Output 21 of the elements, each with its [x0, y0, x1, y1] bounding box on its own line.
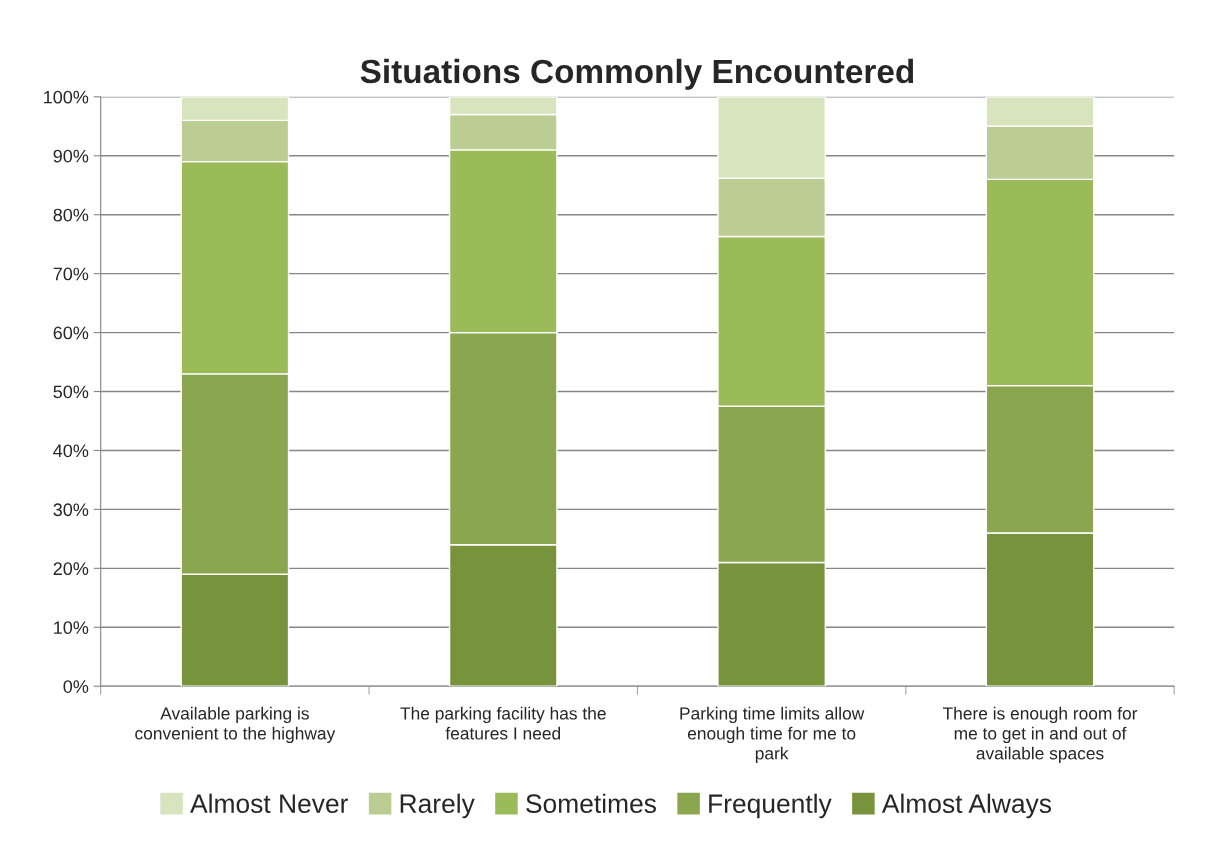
- legend-label: Frequently: [709, 793, 832, 819]
- y-tick-label: 40%: [53, 444, 89, 458]
- y-tick-label: 100%: [44, 90, 89, 104]
- chart-title: Situations Commonly Encountered: [360, 58, 914, 90]
- x-tick-label: There is enough room for me to get in and out of available spaces: [942, 706, 1138, 763]
- y-tick-label: 60%: [53, 326, 89, 340]
- y-tick-label: 10%: [54, 621, 89, 635]
- legend-label: Almost Always: [881, 793, 1052, 819]
- legend-label: Rarely: [400, 793, 475, 819]
- y-tick-label: 90%: [53, 149, 89, 163]
- y-tick-label: 80%: [53, 208, 89, 222]
- y-tick-label: 50%: [53, 385, 89, 399]
- y-tick-label: 20%: [53, 562, 89, 576]
- legend-label: Sometimes: [526, 793, 656, 814]
- legend-label: Almost Never: [190, 793, 348, 814]
- x-tick-label: The parking facility has the features I need: [400, 706, 606, 740]
- y-tick-label: 70%: [53, 267, 89, 281]
- y-tick-label: 30%: [53, 503, 89, 517]
- x-tick-label: Parking time limits allow enough time for me to park: [680, 706, 865, 763]
- x-tick-label: Available parking is convenient to the highway: [135, 706, 336, 743]
- y-tick-label: 0%: [63, 680, 89, 693]
